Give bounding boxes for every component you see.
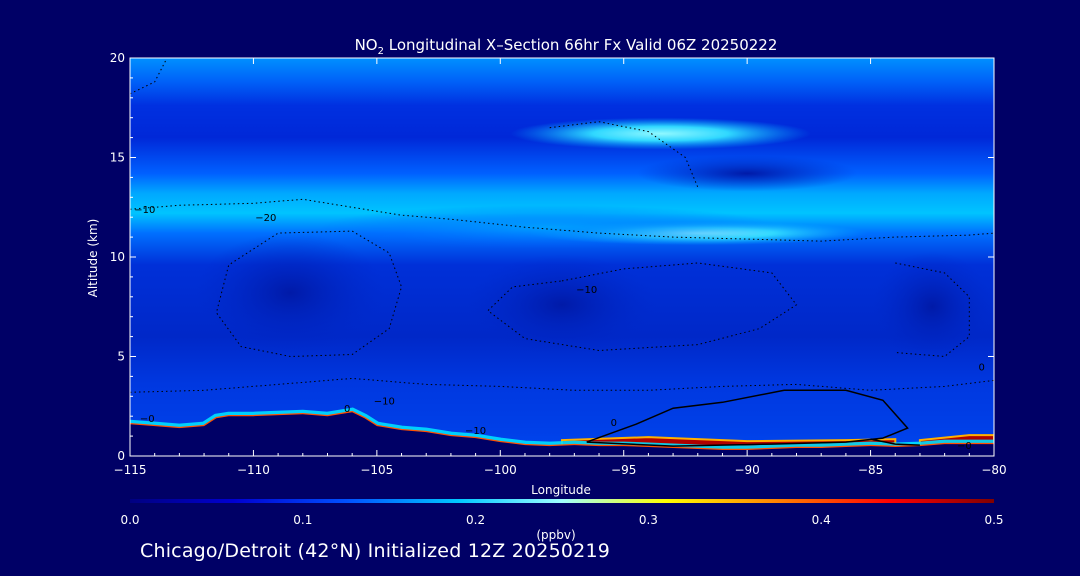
contour-dotted-0 bbox=[130, 198, 994, 242]
contour-label-0: −10 bbox=[134, 205, 155, 216]
field-feature-0 bbox=[510, 117, 811, 150]
contour-label-3: −10 bbox=[465, 426, 486, 437]
x-tick-label-6: −85 bbox=[858, 463, 883, 477]
x-tick-label-1: −110 bbox=[237, 463, 270, 477]
colorbar bbox=[130, 499, 994, 503]
y-tick-label-0: 0 bbox=[117, 449, 125, 463]
x-tick-label-7: −80 bbox=[981, 463, 1006, 477]
x-axis-label: Longitude bbox=[531, 483, 591, 497]
contour-labels: −10 −20 −10 −10 −10 −0 0 0 −0 0 bbox=[134, 205, 985, 452]
y-tick-label-1: 5 bbox=[117, 350, 125, 364]
contour-label-9: 0 bbox=[978, 362, 984, 373]
colorbar-tick-label-3: 0.3 bbox=[639, 513, 658, 527]
contour-label-8: −0 bbox=[957, 441, 972, 452]
temperature-contours-dotted bbox=[130, 58, 994, 393]
concentration-features bbox=[195, 117, 993, 362]
y-tick-label-3: 15 bbox=[110, 151, 125, 165]
colorbar-tick-label-0: 0.0 bbox=[120, 513, 139, 527]
contour-dotted-3 bbox=[487, 262, 798, 352]
y-axis-label: Altitude (km) bbox=[86, 219, 100, 298]
x-axis: −115 −110 −105 −100 −95 −90 −85 −80 bbox=[114, 58, 1007, 477]
colorbar-tick-label-5: 0.5 bbox=[984, 513, 1003, 527]
terrain-mask bbox=[130, 412, 994, 456]
y-tick-label-4: 20 bbox=[110, 51, 125, 65]
colorbar-tick-label-1: 0.1 bbox=[293, 513, 312, 527]
contour-dotted-4 bbox=[130, 58, 168, 95]
field-feature-2 bbox=[319, 205, 780, 250]
x-tick-label-5: −90 bbox=[734, 463, 759, 477]
contour-dotted-5 bbox=[549, 121, 699, 188]
field-feature-4 bbox=[195, 232, 386, 353]
y-axis: 0 5 10 15 20 bbox=[110, 51, 994, 463]
colorbar-tick-label-4: 0.4 bbox=[812, 513, 831, 527]
contour-solid-1 bbox=[870, 438, 920, 446]
y-tick-label-2: 10 bbox=[110, 250, 125, 264]
contour-dotted-6 bbox=[895, 262, 970, 358]
field-feature-3 bbox=[467, 254, 657, 355]
colorbar-tick-label-2: 0.2 bbox=[466, 513, 485, 527]
x-tick-label-0: −115 bbox=[114, 463, 147, 477]
contour-label-6: 0 bbox=[344, 404, 350, 415]
colorbar-ticks: 0.0 0.1 0.2 0.3 0.4 0.5 bbox=[120, 513, 1003, 527]
field-feature-5 bbox=[872, 251, 993, 362]
temperature-contours-solid bbox=[586, 389, 920, 447]
footer-run-info: Chicago/Detroit (42°N) Initialized 12Z 2… bbox=[140, 540, 611, 562]
contour-label-2: −10 bbox=[374, 396, 395, 407]
x-tick-label-3: −100 bbox=[484, 463, 517, 477]
contour-label-1: −20 bbox=[255, 213, 276, 224]
x-tick-label-4: −95 bbox=[611, 463, 636, 477]
chart-title: NO2 Longitudinal X–Section 66hr Fx Valid… bbox=[355, 36, 778, 57]
contour-solid-0 bbox=[586, 389, 909, 447]
contour-label-4: −10 bbox=[576, 285, 597, 296]
contour-label-7: 0 bbox=[611, 418, 617, 429]
x-tick-label-2: −105 bbox=[360, 463, 393, 477]
colorbar-label: (ppbv) bbox=[536, 528, 575, 542]
field-feature-6 bbox=[637, 155, 858, 192]
contour-label-5: −0 bbox=[140, 414, 155, 425]
